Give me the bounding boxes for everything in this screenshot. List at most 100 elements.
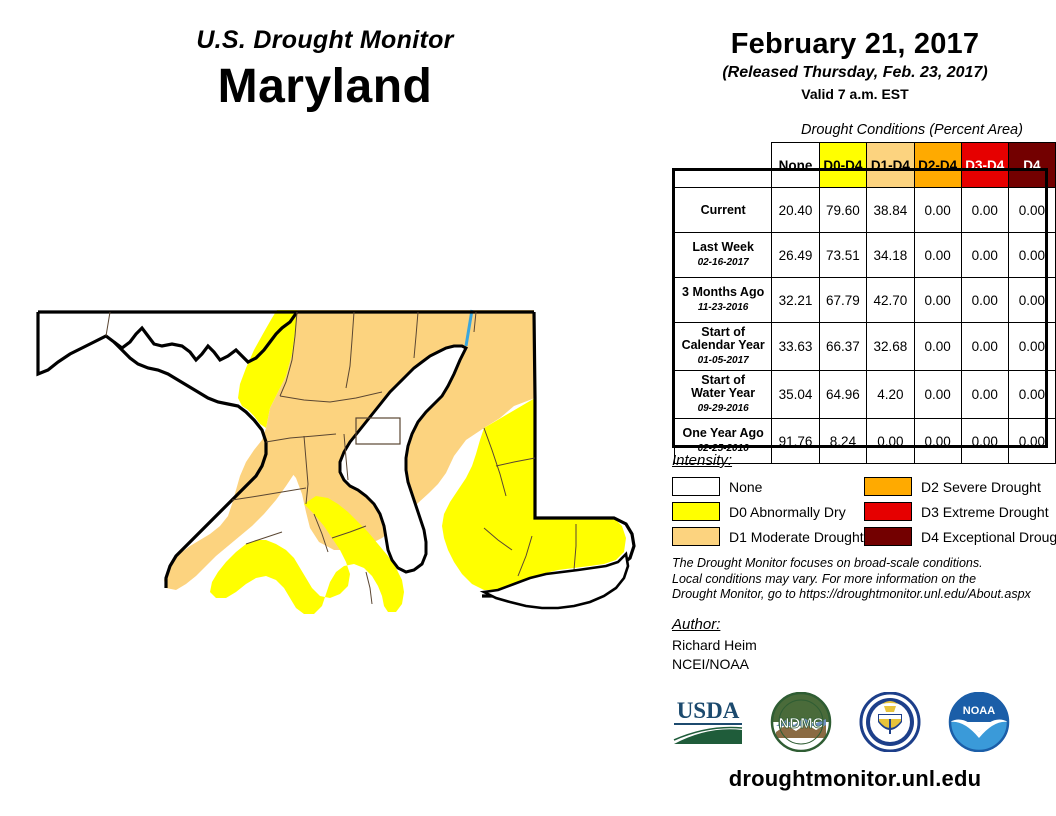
table-cell: 32.68: [866, 322, 915, 371]
intensity-legend: Intensity: None D0 Abnormally Dry D1 Mod…: [672, 452, 1056, 546]
table-cell: 64.96: [818, 370, 868, 419]
table-body: Current 20.40 79.60 38.84 0.00 0.00 0.00 Last W…: [673, 187, 1056, 464]
table-cell: 0.00: [1007, 322, 1056, 371]
row-label-date: 11-23-2016: [697, 302, 749, 313]
row-label: Start of Calendar Year 01-05-2017: [673, 322, 773, 371]
table-cell: 0.00: [1007, 232, 1056, 278]
disclaimer-line-2: Local conditions may vary. For more info…: [672, 571, 977, 586]
table-row: Start of Water Year 09-29-2016 35.04 64.96 4.…: [673, 370, 1056, 419]
table-cell: 33.63: [771, 322, 820, 371]
table-row: 3 Months Ago 11-23-2016 32.21 67.79 42.70 0.0…: [673, 277, 1056, 323]
agency-logos: USDA NDMC: [660, 692, 1056, 756]
table-cell: 4.20: [866, 370, 915, 419]
legend-swatch-d2: [864, 477, 912, 496]
row-label: Current: [673, 187, 773, 233]
legend-swatch-d4: [864, 527, 912, 546]
table-cell: 34.18: [866, 232, 915, 278]
svg-text:USDA: USDA: [677, 698, 740, 723]
right-panel: February 21, 2017 (Released Thursday, Fe…: [660, 0, 1056, 816]
table-row: One Year Ago 02-25-2016 91.76 8.24 0.00 0.00 0…: [673, 418, 1056, 464]
region-d1-southern: [164, 428, 298, 590]
region-none-southern-tip: [479, 551, 630, 610]
table-header-row: None D0-D4 D1-D4 D2-D4 D3-D4 D4: [675, 142, 1056, 188]
table-cell: 42.70: [866, 277, 915, 323]
row-label-date: 01-05-2017: [697, 355, 749, 366]
row-label: One Year Ago 02-25-2016: [673, 418, 773, 464]
table-cell: 0.00: [960, 232, 1009, 278]
drought-conditions-table: None D0-D4 D1-D4 D2-D4 D3-D4 D4 Current 2…: [673, 142, 1056, 464]
table-cell: 0.00: [960, 277, 1009, 323]
legend-label-d4: D4 Exceptional Drought: [921, 528, 1056, 545]
legend-swatch-d3: [864, 502, 912, 521]
table-cell: 26.49: [771, 232, 820, 278]
table-cell: 0.00: [1007, 187, 1056, 233]
disclaimer-note: The Drought Monitor focuses on broad-sca…: [672, 556, 1052, 603]
row-label-date: 09-29-2016: [697, 403, 749, 414]
table-cell: 0.00: [913, 187, 962, 233]
table-row: Current 20.40 79.60 38.84 0.00 0.00 0.00: [673, 187, 1056, 233]
map-title-block: U.S. Drought Monitor Maryland: [0, 26, 650, 114]
table-caption: Drought Conditions (Percent Area): [801, 122, 1023, 138]
row-label: Start of Water Year 09-29-2016: [673, 370, 773, 419]
release-date: (Released Thursday, Feb. 23, 2017): [722, 64, 988, 81]
table-cell: 0.00: [913, 370, 962, 419]
row-label-date: 02-25-2016: [697, 443, 749, 454]
table-cell: 0.00: [866, 418, 915, 464]
site-url: droughtmonitor.unl.edu: [728, 766, 982, 791]
table-cell: 67.79: [818, 277, 868, 323]
legend-label-none: None: [729, 478, 763, 495]
legend-label-d3: D3 Extreme Drought: [921, 503, 1049, 520]
disclaimer-line-3: Drought Monitor, go to https://droughtmo…: [672, 587, 1031, 601]
noaa-logo: NOAA: [948, 692, 1010, 752]
row-label-date: 02-16-2017: [697, 257, 749, 268]
table-cell: 0.00: [960, 322, 1009, 371]
col-header-d0-d4: D0-D4: [818, 142, 868, 188]
usda-logo: USDA: [673, 698, 743, 744]
region-d0-western: [238, 310, 297, 428]
page-title: Maryland: [217, 60, 433, 113]
region-d0-southern-md: [210, 496, 404, 614]
table-cell: 32.21: [771, 277, 820, 323]
table-cell: 0.00: [1007, 277, 1056, 323]
report-date: February 21, 2017: [730, 28, 980, 60]
author-heading: Author:: [672, 616, 721, 633]
table-cell: 0.00: [913, 277, 962, 323]
author-name: Richard Heim: [672, 637, 757, 653]
legend-title: Intensity:: [672, 452, 733, 469]
map-svg: [36, 309, 636, 614]
row-label: 3 Months Ago 11-23-2016: [673, 277, 773, 323]
legend-swatch-d0: [672, 502, 720, 521]
table-row: Start of Calendar Year 01-05-2017 33.63 66.3…: [673, 322, 1056, 371]
maryland-west-panhandle-outline: [36, 311, 299, 377]
table-cell: 0.00: [913, 322, 962, 371]
table-cell: 0.00: [960, 187, 1009, 233]
table-cell: 79.60: [818, 187, 868, 233]
legend-item-d0: D0 Abnormally Dry: [672, 499, 864, 524]
table-cell: 38.84: [866, 187, 915, 233]
table-cell: 20.40: [771, 187, 820, 233]
svg-text:NOAA: NOAA: [963, 705, 995, 717]
program-title: U.S. Drought Monitor: [196, 26, 454, 54]
usdc-seal: [859, 692, 921, 752]
table-cell: 35.04: [771, 370, 820, 419]
maryland-drought-map: [14, 288, 654, 618]
col-header-d2-d4: D2-D4: [913, 142, 962, 188]
ndmc-logo: NDMC: [770, 692, 832, 752]
legend-label-d0: D0 Abnormally Dry: [729, 503, 846, 520]
col-header-d4: D4: [1007, 142, 1056, 188]
legend-label-d2: D2 Severe Drought: [921, 478, 1041, 495]
legend-column-left: None D0 Abnormally Dry D1 Moderate Droug…: [672, 474, 864, 549]
col-header-none: None: [771, 142, 820, 188]
legend-item-d2: D2 Severe Drought: [864, 474, 1056, 499]
baltimore-city-inset: [355, 417, 401, 445]
legend-item-d3: D3 Extreme Drought: [864, 499, 1056, 524]
chesapeake-bay-water: [338, 344, 469, 574]
legend-item-none: None: [672, 474, 864, 499]
maryland-central-outline: [112, 340, 268, 588]
legend-label-d1: D1 Moderate Drought: [729, 528, 864, 545]
table-cell: 73.51: [818, 232, 868, 278]
legend-column-right: D2 Severe Drought D3 Extreme Drought D4 …: [864, 474, 1056, 549]
table-cell: 0.00: [913, 232, 962, 278]
table-cell: 0.00: [913, 418, 962, 464]
row-label: Last Week 02-16-2017: [673, 232, 773, 278]
